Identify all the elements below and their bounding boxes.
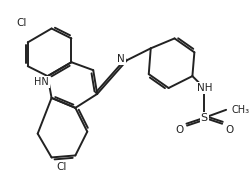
Text: Cl: Cl xyxy=(17,18,27,28)
Text: N: N xyxy=(117,54,124,64)
Text: S: S xyxy=(200,113,207,123)
Text: NH: NH xyxy=(196,83,211,93)
Text: O: O xyxy=(224,125,232,135)
Text: HN: HN xyxy=(34,77,49,87)
Text: O: O xyxy=(175,125,183,135)
Text: Cl: Cl xyxy=(56,162,67,172)
Text: CH₃: CH₃ xyxy=(230,105,248,115)
